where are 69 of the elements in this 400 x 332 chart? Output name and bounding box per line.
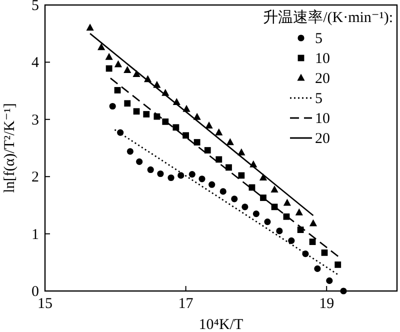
point — [215, 128, 223, 136]
legend-title: 升温速率/(K·min⁻¹): — [263, 9, 393, 26]
x-tick-label: 19 — [319, 296, 334, 312]
point — [205, 121, 213, 128]
y-tick-label: 0 — [32, 284, 39, 300]
y-axis-title: ln[f(α)/T²/K⁻¹] — [2, 103, 18, 193]
point — [216, 156, 222, 163]
point — [106, 65, 112, 72]
point — [252, 210, 260, 218]
point — [114, 60, 122, 68]
point — [321, 249, 328, 256]
point — [208, 181, 216, 188]
point — [178, 172, 184, 179]
legend-label: 5 — [315, 91, 322, 107]
point — [340, 288, 347, 294]
point — [86, 24, 94, 31]
point — [326, 277, 333, 284]
point — [260, 194, 266, 201]
point — [226, 164, 232, 171]
point — [143, 111, 150, 118]
point — [114, 87, 121, 94]
point — [314, 265, 321, 272]
point — [226, 138, 234, 146]
point — [172, 124, 180, 131]
point — [231, 196, 238, 202]
point — [288, 237, 295, 244]
point — [136, 158, 143, 166]
point — [220, 188, 226, 195]
y-tick-label: 1 — [32, 226, 39, 243]
point — [133, 108, 140, 115]
x-axis-title: 10⁴K/T — [198, 317, 244, 332]
point — [109, 102, 116, 110]
point — [309, 219, 318, 226]
point — [98, 43, 106, 50]
point — [198, 176, 206, 182]
point — [168, 174, 174, 182]
point — [182, 132, 189, 139]
point — [188, 171, 196, 178]
y-tick-label: 2 — [32, 170, 39, 186]
point — [270, 186, 278, 193]
legend-label: 20 — [315, 71, 330, 87]
point — [295, 208, 303, 216]
point — [157, 170, 164, 178]
y-tick-label: 3 — [32, 112, 39, 128]
point — [309, 238, 316, 246]
point — [276, 228, 283, 234]
point — [147, 166, 154, 174]
point — [238, 172, 245, 179]
point — [194, 139, 200, 146]
point — [162, 118, 169, 125]
point — [124, 66, 132, 74]
legend-label: 10 — [315, 111, 330, 127]
point — [193, 112, 201, 120]
y-tick-label: 4 — [32, 55, 40, 72]
point — [105, 52, 113, 60]
legend-label: 10 — [315, 51, 330, 67]
point — [264, 218, 271, 226]
y-tick-label: 5 — [32, 0, 39, 14]
x-tick-label: 15 — [38, 296, 52, 312]
legend-label: 20 — [315, 131, 330, 147]
point — [124, 100, 131, 107]
point — [242, 204, 248, 210]
point — [334, 261, 342, 268]
legend-label: 5 — [315, 31, 322, 47]
point — [283, 198, 291, 206]
point — [204, 147, 211, 154]
point — [126, 148, 134, 155]
x-tick-label: 17 — [178, 296, 194, 312]
point — [238, 148, 246, 156]
